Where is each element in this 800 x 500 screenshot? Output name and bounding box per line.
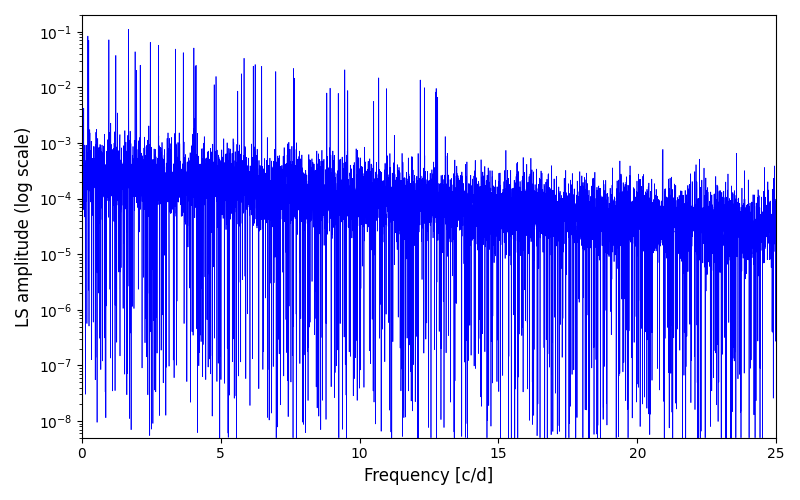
X-axis label: Frequency [c/d]: Frequency [c/d] [364,467,494,485]
Y-axis label: LS amplitude (log scale): LS amplitude (log scale) [15,126,33,326]
